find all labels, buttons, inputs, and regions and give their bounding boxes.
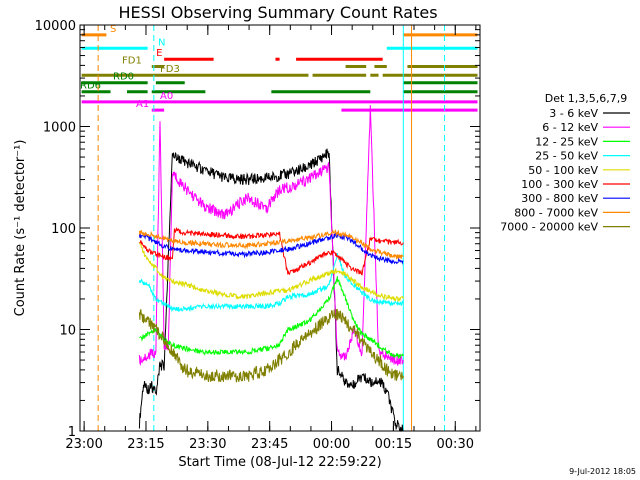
series-line-1 <box>138 105 404 367</box>
y-tick-label: 10 <box>59 324 76 339</box>
series-line-8 <box>138 308 404 383</box>
y-tick-label: 1 <box>68 425 76 440</box>
vertical-markers <box>97 25 446 431</box>
x-tick-label: 23:30 <box>189 437 226 452</box>
flag-label-fd1: FD1 <box>122 56 142 67</box>
legend-label-1: 6 - 12 keV <box>542 121 598 134</box>
y-tick-label: 10000 <box>35 19 76 34</box>
x-tick-label: 23:45 <box>251 437 288 452</box>
flag-label-rd0: RD0 <box>113 72 134 83</box>
series-lines <box>138 105 404 433</box>
legend-label-5: 100 - 300 keV <box>521 178 598 191</box>
legend-label-3: 25 - 50 keV <box>535 150 598 163</box>
flag-label-a0: A0 <box>160 91 173 102</box>
flag-label-n: N <box>158 37 165 48</box>
flag-label-e: E <box>156 48 162 59</box>
y-axis-label: Count Rate (s⁻¹ detector⁻¹) <box>13 140 28 317</box>
series-line-3 <box>138 253 404 313</box>
series-line-7 <box>138 228 404 261</box>
y-tick-label: 1000 <box>43 121 76 136</box>
series-line-4 <box>138 242 404 302</box>
legend-label-2: 12 - 25 keV <box>535 135 598 148</box>
plot-frame <box>79 24 481 432</box>
legend-label-0: 3 - 6 keV <box>549 107 598 120</box>
footer-timestamp: 9-Jul-2012 18:05 <box>569 467 636 476</box>
series-line-6 <box>138 231 404 265</box>
series-line-5 <box>139 227 404 276</box>
flag-label-s: S <box>110 24 116 35</box>
x-tick-label: 00:30 <box>437 437 474 452</box>
flag-label-a1: A1 <box>136 99 149 110</box>
x-axis-ticks: 23:00 23:15 23:30 23:45 00:00 00:15 00:30 <box>65 25 477 452</box>
legend-label-8: 7000 - 20000 keV <box>500 221 598 234</box>
legend-label-7: 800 - 7000 keV <box>514 206 598 219</box>
x-tick-label: 23:00 <box>65 437 102 452</box>
chart-title: HESSI Observing Summary Count Rates <box>118 3 437 22</box>
series-line-2 <box>139 276 404 360</box>
y-axis-ticks: 1 10 100 1000 10000 <box>35 19 480 440</box>
x-tick-label: 00:15 <box>375 437 412 452</box>
flag-bars: S NE FD1 FD3 RD0 RD6 A0 A1 <box>80 24 478 112</box>
legend-label-6: 300 - 800 keV <box>521 192 598 205</box>
x-tick-label: 00:00 <box>313 437 350 452</box>
series-line-0 <box>138 148 404 433</box>
legend-title: Det 1,3,5,6,7,9 <box>545 92 628 105</box>
flag-label-fd3: FD3 <box>160 64 180 75</box>
y-tick-label: 100 <box>51 222 76 237</box>
x-axis-label: Start Time (08-Jul-12 22:59:22) <box>178 455 381 470</box>
flag-label-rd6: RD6 <box>80 81 101 92</box>
legend-label-4: 50 - 100 keV <box>528 164 598 177</box>
x-tick-label: 23:15 <box>127 437 164 452</box>
